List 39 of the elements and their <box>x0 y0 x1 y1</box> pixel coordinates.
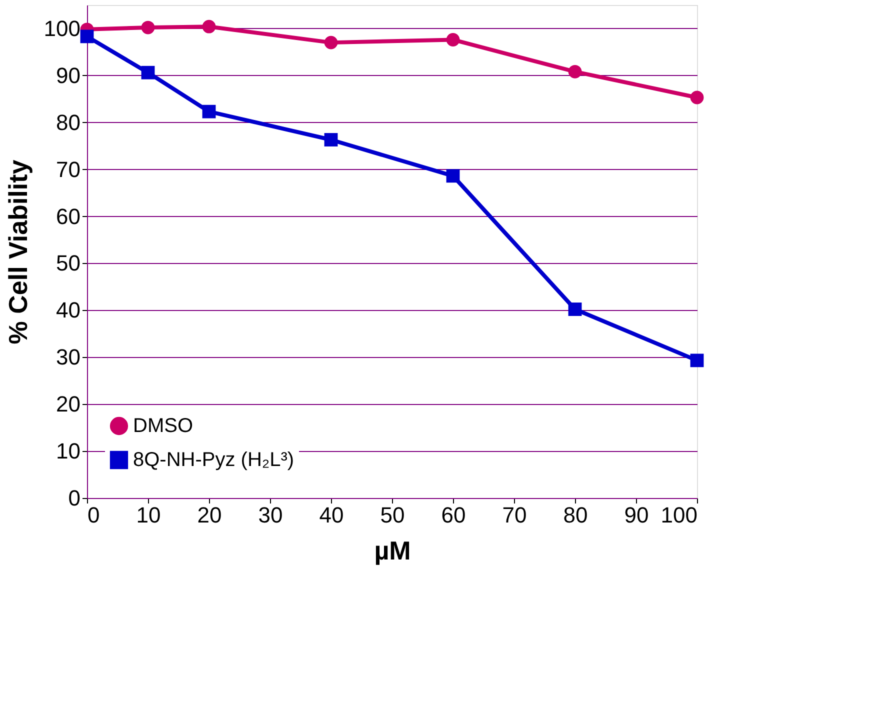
y-tick-label: 30 <box>56 344 80 370</box>
x-tick-label: 40 <box>319 502 344 528</box>
x-tick-label: 0 <box>88 502 100 528</box>
x-tick-label: 80 <box>563 502 588 528</box>
y-tick-label: 40 <box>56 298 80 323</box>
y-tick-label: 0 <box>68 486 80 510</box>
x-tick-label: 100 <box>660 502 698 528</box>
y-tick-label: 50 <box>56 250 80 276</box>
point <box>690 354 704 368</box>
legend-label: DMSO <box>133 415 193 437</box>
point <box>324 133 338 146</box>
x-tick-label: 70 <box>502 502 527 528</box>
point <box>446 33 460 46</box>
legend-label: 8Q-NH-Pyz (H₂L³) <box>133 449 294 471</box>
x-tick-label: 20 <box>197 502 222 528</box>
x-tick-label: 10 <box>136 502 161 528</box>
y-tick-label: 20 <box>56 392 80 417</box>
point <box>80 30 94 44</box>
y-tick-label: 80 <box>56 110 80 135</box>
x-tick-label: 30 <box>258 502 283 528</box>
point <box>202 104 216 118</box>
point <box>568 64 582 78</box>
point <box>202 20 216 34</box>
point <box>141 66 155 80</box>
x-tick-label: 60 <box>441 502 466 528</box>
x-axis-title: µM <box>374 536 411 566</box>
y-tick-label: 10 <box>56 438 80 464</box>
y-tick-label: 90 <box>56 62 80 88</box>
y-tick-label: 70 <box>56 156 80 182</box>
point <box>568 302 582 316</box>
x-tick-label: 90 <box>624 502 649 528</box>
point <box>446 169 460 183</box>
point <box>141 20 155 34</box>
point <box>690 90 704 104</box>
x-tick-label: 50 <box>380 502 405 528</box>
point <box>324 36 338 50</box>
y-axis-title: % Cell Viability <box>2 159 33 344</box>
y-tick-label: 60 <box>56 204 80 229</box>
y-tick-label: 100 <box>44 16 80 41</box>
